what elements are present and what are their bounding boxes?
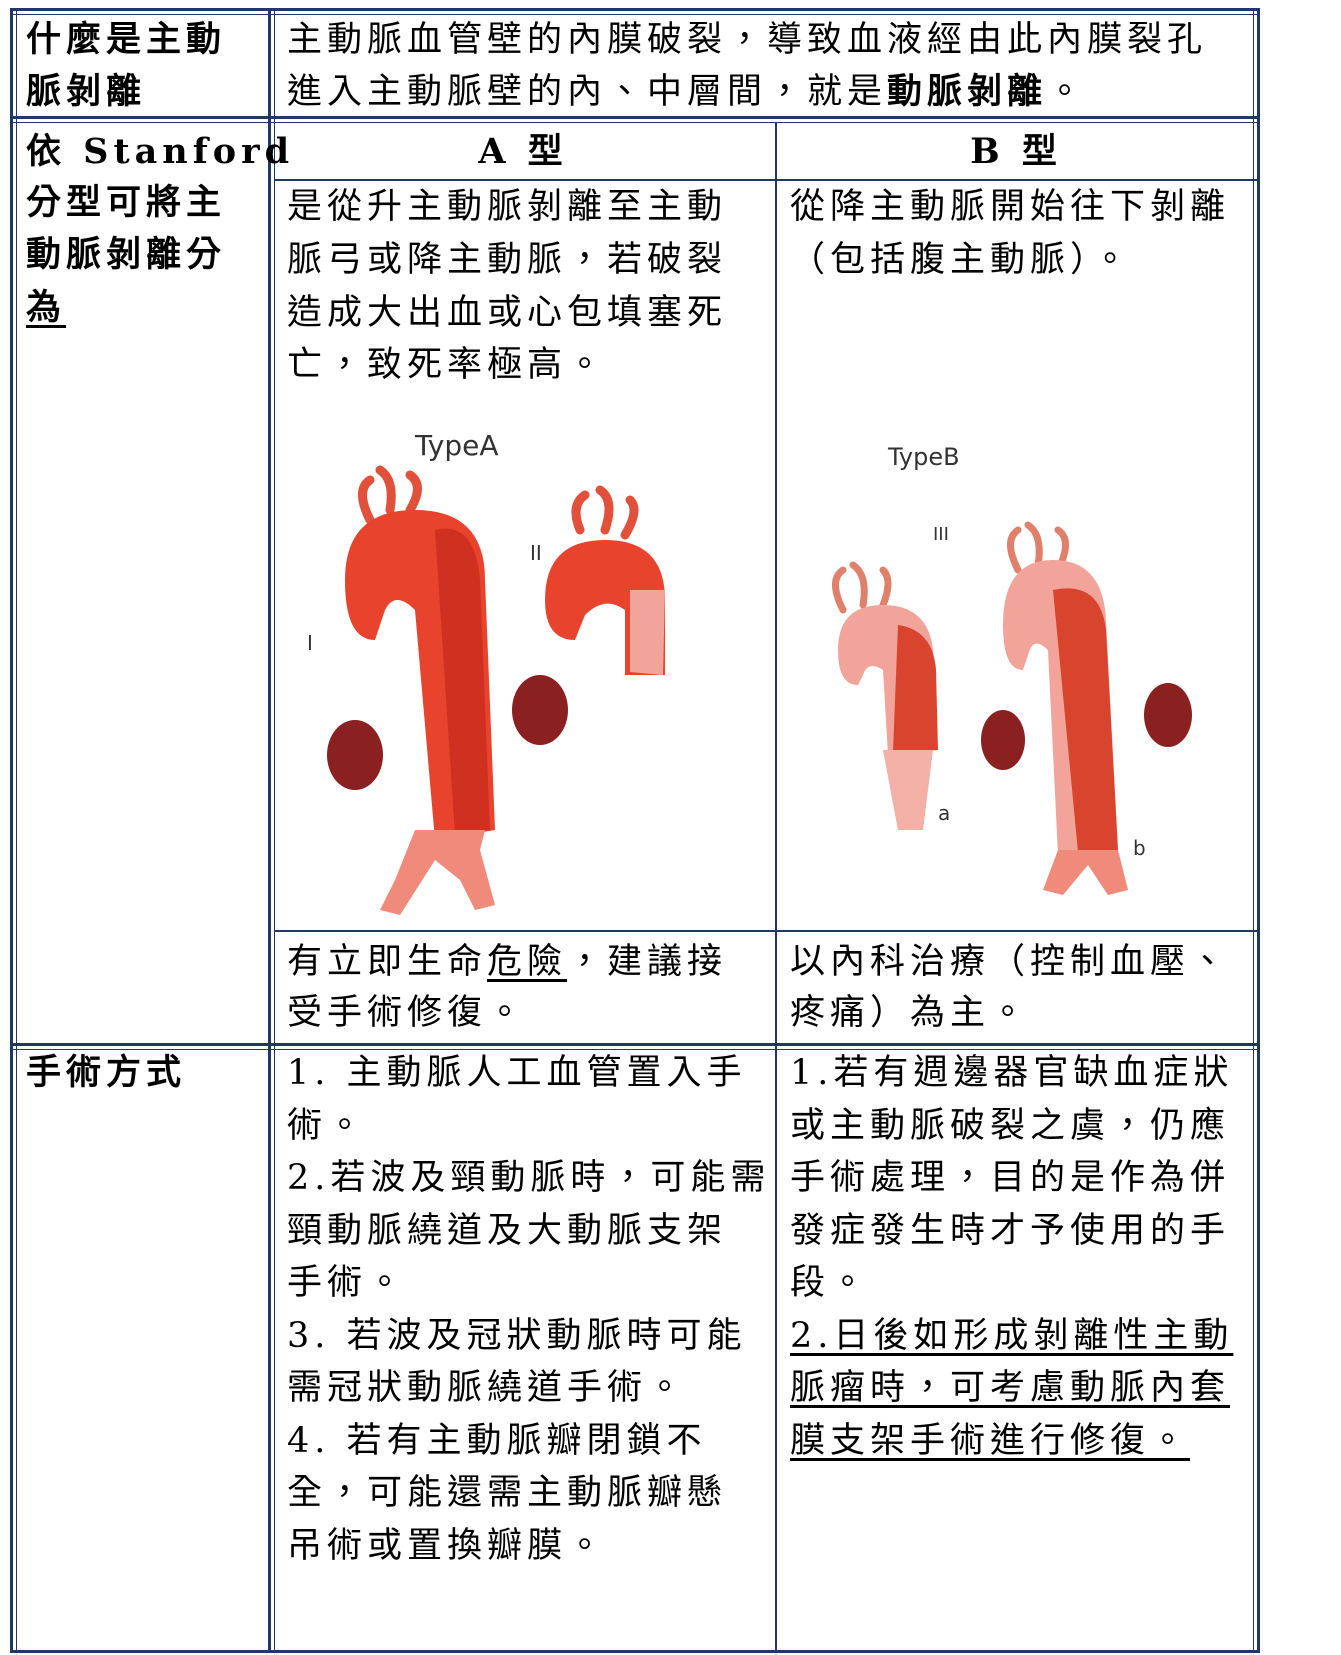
figure-label: II — [530, 541, 542, 565]
border — [10, 122, 1260, 123]
vessels — [358, 465, 639, 540]
text-line: 1. 主動脈人工血管置入手 — [287, 1053, 747, 1093]
border — [10, 1043, 1260, 1046]
border — [274, 179, 1257, 181]
text-line: 段。 — [790, 1263, 871, 1303]
aorta-false-lumen — [893, 625, 938, 752]
text-line: 脈弓或降主動脈，若破裂 — [287, 240, 728, 280]
column-header: B 型 — [970, 131, 1062, 172]
row-label: 動脈剝離分 — [26, 234, 227, 275]
border — [268, 8, 271, 1653]
kidney — [512, 675, 568, 745]
row-label: 什麼是主動 — [26, 19, 227, 60]
text-line: 造成大出血或心包填塞死 — [287, 293, 728, 333]
aorta-normal — [630, 590, 665, 675]
text-line: 手術。 — [287, 1263, 408, 1303]
border — [274, 930, 1257, 932]
emphasis: 危險 — [487, 942, 568, 982]
text-line: 2.日後如形成剝離性主動 — [790, 1315, 1234, 1356]
text-line: 主動脈血管壁的內膜破裂，導致血液經由此內膜裂孔 — [287, 20, 1208, 60]
row-label: 為 — [26, 287, 67, 328]
iliac — [1043, 850, 1128, 895]
border — [1253, 8, 1254, 1653]
text-line: 全，可能還需主動脈瓣懸 — [287, 1473, 728, 1513]
figure-label: a — [938, 801, 950, 825]
text-line: 吊術或置換瓣膜。 — [287, 1525, 608, 1566]
kidney — [1144, 683, 1192, 747]
border — [16, 8, 17, 1653]
aorta-false-lumen — [1053, 588, 1118, 852]
kidney — [327, 720, 383, 790]
text-line: 發症發生時才予使用的手 — [790, 1210, 1231, 1251]
column-header: A 型 — [478, 131, 568, 172]
text-line: 術。 — [287, 1105, 368, 1146]
text-line: 2.若波及頸動脈時，可能需 — [287, 1158, 771, 1198]
row-label: 手術方式 — [26, 1052, 187, 1093]
text-line: 以內科治療（控制血壓、 — [790, 942, 1231, 982]
border — [10, 14, 1260, 15]
border — [775, 122, 777, 1652]
border — [10, 8, 13, 1653]
figure-type-a: TypeA I II — [307, 429, 665, 915]
text-line: 從降主動脈開始往下剝離 — [790, 187, 1231, 227]
text-line: 3. 若波及冠狀動脈時可能 — [287, 1315, 747, 1356]
text-line: 亡，致死率極高。 — [287, 345, 608, 385]
text-line: 膜支架手術進行修復。 — [790, 1420, 1191, 1461]
text: 有立即生命 — [287, 942, 488, 982]
text-line: 是從升主動脈剝離至主動 — [287, 187, 728, 227]
figure-label: b — [1133, 836, 1146, 860]
text-line: 頸動脈繞道及大動脈支架 — [287, 1210, 728, 1251]
text-line: 或主動脈破裂之虞，仍應 — [790, 1105, 1231, 1146]
border — [10, 1650, 1260, 1653]
text: ，建議接 — [567, 942, 728, 982]
text-line: 脈瘤時，可考慮動脈內套 — [790, 1368, 1231, 1408]
text-line: 需冠狀動脈繞道手術。 — [287, 1368, 688, 1408]
iliac — [380, 830, 495, 915]
text-line: 有立即生命危險，建議接 — [287, 936, 727, 988]
text-line: 受手術修復。 — [287, 993, 528, 1033]
row-label: 依 Stanford — [26, 131, 295, 172]
text-line: 4. 若有主動脈瓣閉鎖不 — [287, 1420, 707, 1461]
figure-label: I — [307, 631, 313, 655]
aorta-false-lumen — [435, 528, 490, 835]
figure-title: TypeA — [414, 429, 498, 462]
border — [10, 8, 1260, 11]
text: 。 — [1047, 72, 1088, 112]
kidney — [981, 710, 1025, 770]
border — [1257, 8, 1260, 1653]
row-label: 分型可將主 — [26, 182, 227, 223]
iliac — [883, 750, 933, 830]
emphasis: 動脈剝離 — [887, 71, 1048, 112]
text-line: 疼痛）為主。 — [790, 993, 1031, 1033]
border — [10, 116, 1260, 119]
border — [274, 8, 275, 1653]
vessels — [832, 521, 1069, 614]
figure-label: III — [933, 524, 949, 545]
text-line: 1.若有週邊器官缺血症狀 — [790, 1053, 1234, 1093]
row-label: 脈剝離 — [26, 71, 147, 112]
text-line: （包括腹主動脈）。 — [790, 240, 1133, 280]
figure-type-b: TypeB III a b — [832, 443, 1192, 895]
border — [10, 1049, 1260, 1050]
text-line: 進入主動脈壁的內、中層間，就是動脈剝離。 — [287, 66, 1087, 118]
figure-title: TypeB — [887, 443, 960, 471]
text-line: 手術處理，目的是作為併 — [790, 1158, 1231, 1198]
text: 進入主動脈壁的內、中層間，就是 — [287, 72, 888, 112]
